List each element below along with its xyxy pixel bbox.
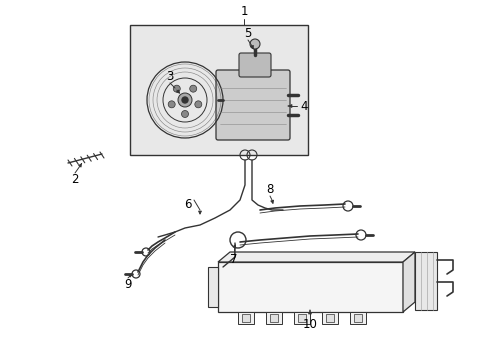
Circle shape [182, 97, 187, 103]
Text: 5: 5 [244, 27, 251, 40]
Bar [414, 252, 436, 310]
Text: 8: 8 [266, 183, 273, 196]
Circle shape [249, 39, 260, 49]
Text: 6: 6 [184, 198, 192, 211]
Bar [349, 312, 365, 324]
Text: 9: 9 [124, 278, 131, 291]
Polygon shape [218, 252, 414, 262]
Bar [238, 312, 253, 324]
Bar [242, 314, 249, 322]
Bar [265, 312, 282, 324]
Circle shape [194, 101, 202, 108]
Circle shape [173, 85, 180, 92]
Bar [130, 25, 307, 155]
Circle shape [189, 85, 196, 92]
Text: 10: 10 [302, 318, 317, 331]
Bar [321, 312, 337, 324]
Polygon shape [402, 252, 414, 312]
FancyBboxPatch shape [216, 70, 289, 140]
Bar [325, 314, 333, 322]
Bar [269, 314, 278, 322]
Text: 2: 2 [71, 173, 79, 186]
Circle shape [181, 111, 188, 117]
Circle shape [178, 93, 192, 107]
Circle shape [168, 101, 175, 108]
Text: 7: 7 [230, 253, 237, 266]
Text: 1: 1 [240, 5, 247, 18]
Bar [293, 312, 309, 324]
Bar [297, 314, 305, 322]
Bar [218, 262, 402, 312]
Text: 4: 4 [299, 99, 307, 112]
Bar [207, 267, 218, 307]
Text: 3: 3 [166, 70, 173, 83]
FancyBboxPatch shape [239, 53, 270, 77]
Bar [353, 314, 361, 322]
